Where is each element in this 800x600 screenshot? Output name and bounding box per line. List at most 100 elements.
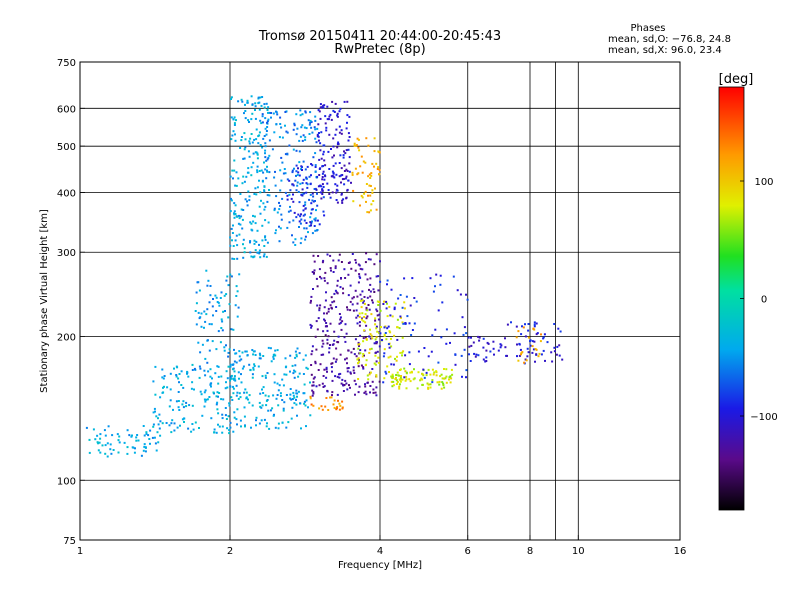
data-point bbox=[326, 329, 329, 332]
data-point bbox=[344, 340, 347, 343]
data-point bbox=[339, 286, 342, 289]
data-point bbox=[321, 178, 324, 181]
data-point bbox=[383, 333, 386, 336]
data-point bbox=[537, 355, 540, 358]
data-point bbox=[318, 384, 321, 387]
data-point bbox=[360, 194, 363, 197]
data-point bbox=[364, 161, 367, 164]
data-point bbox=[522, 326, 525, 329]
data-point bbox=[368, 373, 371, 376]
data-point bbox=[316, 285, 319, 288]
data-point bbox=[250, 255, 253, 258]
data-point bbox=[310, 224, 312, 227]
data-point bbox=[258, 170, 261, 172]
data-point bbox=[302, 373, 305, 375]
data-point bbox=[298, 372, 301, 375]
data-point bbox=[331, 156, 334, 159]
data-point bbox=[383, 352, 386, 355]
data-point bbox=[324, 122, 327, 125]
colorbar-tick-label: 0 bbox=[761, 295, 767, 306]
data-point bbox=[376, 168, 379, 170]
data-point bbox=[262, 355, 265, 357]
data-point bbox=[369, 391, 371, 394]
data-point bbox=[239, 396, 242, 399]
data-point bbox=[203, 326, 205, 329]
data-point bbox=[250, 426, 252, 429]
data-point bbox=[338, 376, 341, 379]
data-point bbox=[229, 363, 232, 366]
data-point bbox=[321, 176, 324, 178]
data-point bbox=[286, 226, 289, 229]
data-point bbox=[155, 415, 158, 418]
data-point bbox=[185, 401, 188, 404]
data-point bbox=[220, 318, 223, 321]
data-point bbox=[325, 126, 328, 129]
data-point bbox=[217, 412, 220, 415]
data-point bbox=[244, 103, 246, 106]
data-point bbox=[246, 204, 249, 207]
data-point bbox=[405, 371, 408, 374]
data-point bbox=[332, 403, 335, 406]
data-point bbox=[431, 334, 434, 337]
data-point bbox=[492, 340, 495, 343]
data-point bbox=[374, 323, 377, 326]
data-point bbox=[322, 104, 325, 107]
data-point bbox=[334, 133, 337, 136]
data-point bbox=[405, 375, 408, 378]
data-point bbox=[466, 298, 469, 301]
data-point bbox=[398, 327, 401, 330]
data-point bbox=[279, 392, 282, 395]
data-point bbox=[236, 423, 238, 426]
data-point bbox=[210, 323, 213, 326]
data-point bbox=[212, 314, 214, 317]
data-point bbox=[256, 229, 259, 232]
data-point bbox=[273, 381, 276, 384]
data-point bbox=[409, 371, 412, 374]
data-point bbox=[403, 301, 406, 304]
data-point bbox=[524, 335, 527, 338]
data-point bbox=[300, 213, 302, 216]
data-point bbox=[327, 118, 330, 121]
data-point bbox=[385, 300, 388, 303]
data-point bbox=[308, 224, 311, 227]
data-point bbox=[259, 191, 262, 194]
data-point bbox=[216, 408, 219, 411]
data-point bbox=[347, 367, 350, 369]
chart-title: Tromsø 20150411 20:44:00-20:45:43 bbox=[258, 29, 501, 44]
data-point bbox=[405, 378, 408, 381]
data-point bbox=[544, 359, 546, 362]
data-point bbox=[506, 323, 509, 326]
data-point bbox=[273, 373, 276, 376]
data-point bbox=[298, 139, 301, 142]
data-point bbox=[304, 354, 307, 357]
data-point bbox=[229, 376, 232, 379]
data-point bbox=[367, 144, 370, 147]
data-point bbox=[330, 118, 333, 121]
data-point bbox=[262, 137, 265, 140]
data-point bbox=[402, 322, 405, 325]
data-point bbox=[252, 214, 254, 217]
data-point bbox=[163, 385, 165, 388]
data-point bbox=[315, 348, 318, 351]
data-point bbox=[336, 114, 339, 117]
data-point bbox=[234, 184, 237, 187]
data-point bbox=[214, 372, 217, 375]
data-point bbox=[332, 137, 335, 140]
data-point bbox=[324, 115, 327, 118]
data-point bbox=[357, 391, 360, 394]
data-point bbox=[203, 405, 206, 408]
data-point bbox=[219, 341, 222, 344]
data-point bbox=[240, 98, 243, 101]
data-point bbox=[276, 394, 279, 396]
data-point bbox=[236, 257, 239, 260]
data-point bbox=[232, 177, 234, 180]
data-point bbox=[277, 389, 280, 392]
data-point bbox=[388, 371, 390, 373]
data-point bbox=[158, 427, 161, 430]
data-point bbox=[469, 360, 472, 362]
data-point bbox=[237, 371, 240, 374]
data-point bbox=[326, 253, 329, 256]
data-point bbox=[339, 404, 342, 407]
data-point bbox=[312, 377, 315, 380]
data-point bbox=[264, 145, 267, 148]
